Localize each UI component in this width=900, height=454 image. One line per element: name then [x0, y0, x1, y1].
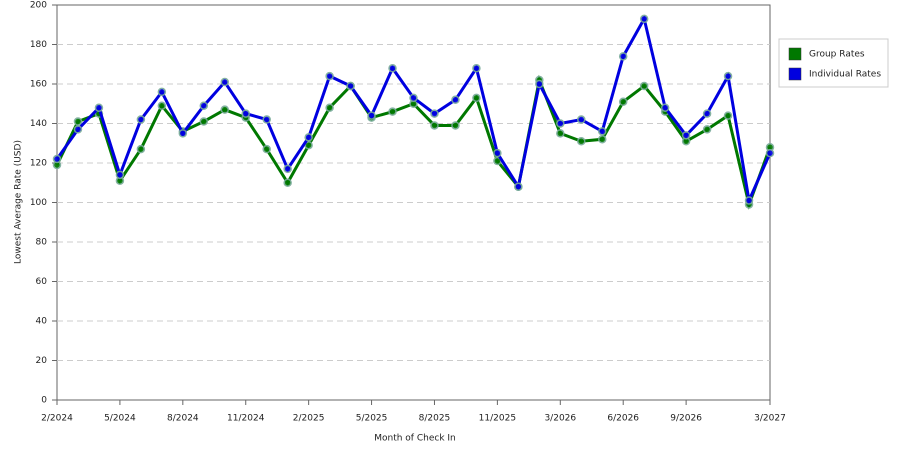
point: [325, 103, 334, 112]
point: [556, 129, 565, 138]
point: [597, 135, 607, 144]
x-tick-label: 8/2025: [419, 414, 451, 424]
point: [451, 121, 460, 130]
y-tick-label: 120: [30, 159, 47, 169]
point: [765, 148, 775, 158]
point: [577, 137, 586, 146]
legend-swatch: [788, 47, 802, 61]
point: [262, 144, 271, 154]
point: [409, 93, 418, 103]
x-tick-label: 2/2025: [293, 414, 325, 424]
y-tick-label: 40: [36, 317, 48, 327]
x-axis-label: Month of Check In: [374, 434, 456, 444]
y-axis-label: Lowest Average Rate (USD): [14, 140, 24, 264]
point: [723, 111, 733, 120]
legend-label: Group Rates: [809, 50, 865, 60]
point: [283, 178, 292, 187]
y-tick-label: 0: [41, 396, 47, 406]
legend-label: Individual Rates: [809, 70, 881, 80]
point: [618, 97, 628, 107]
point: [388, 107, 397, 116]
y-tick-label: 100: [30, 198, 47, 208]
point: [451, 95, 460, 105]
point: [639, 81, 649, 91]
point: [304, 133, 313, 142]
point: [618, 52, 628, 61]
point: [262, 115, 271, 124]
point: [178, 129, 188, 138]
point: [325, 71, 334, 81]
x-tick-label: 5/2024: [104, 414, 136, 424]
point: [283, 164, 292, 174]
point: [430, 121, 439, 130]
legend-swatch: [788, 67, 802, 81]
x-tick-label: 3/2027: [754, 414, 786, 424]
point: [157, 87, 167, 97]
point: [220, 105, 230, 114]
point: [199, 117, 209, 126]
y-tick-label: 160: [30, 80, 47, 90]
point: [472, 93, 481, 103]
point: [660, 103, 670, 112]
point: [94, 103, 104, 112]
point: [241, 109, 250, 118]
point: [367, 111, 376, 120]
point: [388, 63, 397, 73]
point: [556, 119, 565, 128]
point: [115, 170, 125, 180]
point: [346, 81, 355, 91]
y-tick-label: 80: [36, 238, 48, 248]
y-tick-label: 180: [30, 40, 47, 50]
point: [73, 117, 83, 126]
point: [73, 125, 83, 134]
point: [493, 148, 502, 158]
point: [535, 79, 544, 89]
x-tick-label: 5/2025: [356, 414, 388, 424]
point: [723, 71, 733, 81]
plot-area: [56, 4, 771, 401]
point: [52, 154, 62, 164]
point: [597, 127, 607, 136]
y-tick-label: 200: [30, 1, 47, 11]
x-tick-label: 11/2024: [227, 414, 265, 424]
point: [702, 125, 712, 134]
point: [430, 109, 439, 118]
x-tick-label: 8/2024: [167, 414, 199, 424]
point: [136, 144, 146, 154]
point: [577, 115, 586, 124]
y-tick-label: 60: [36, 277, 48, 287]
x-tick-label: 11/2025: [479, 414, 516, 424]
point: [702, 109, 712, 118]
point: [472, 63, 481, 73]
point: [157, 101, 167, 110]
x-tick-label: 6/2026: [607, 414, 639, 424]
point: [681, 131, 691, 140]
point: [514, 182, 523, 191]
point: [199, 101, 209, 110]
point: [639, 14, 649, 24]
point: [744, 196, 754, 205]
point: [136, 115, 146, 124]
x-tick-label: 2/2024: [41, 414, 73, 424]
x-tick-label: 9/2026: [670, 414, 702, 424]
x-tick-label: 3/2026: [544, 414, 576, 424]
y-tick-label: 140: [30, 119, 47, 129]
y-tick-label: 20: [36, 356, 48, 366]
point: [220, 77, 230, 87]
